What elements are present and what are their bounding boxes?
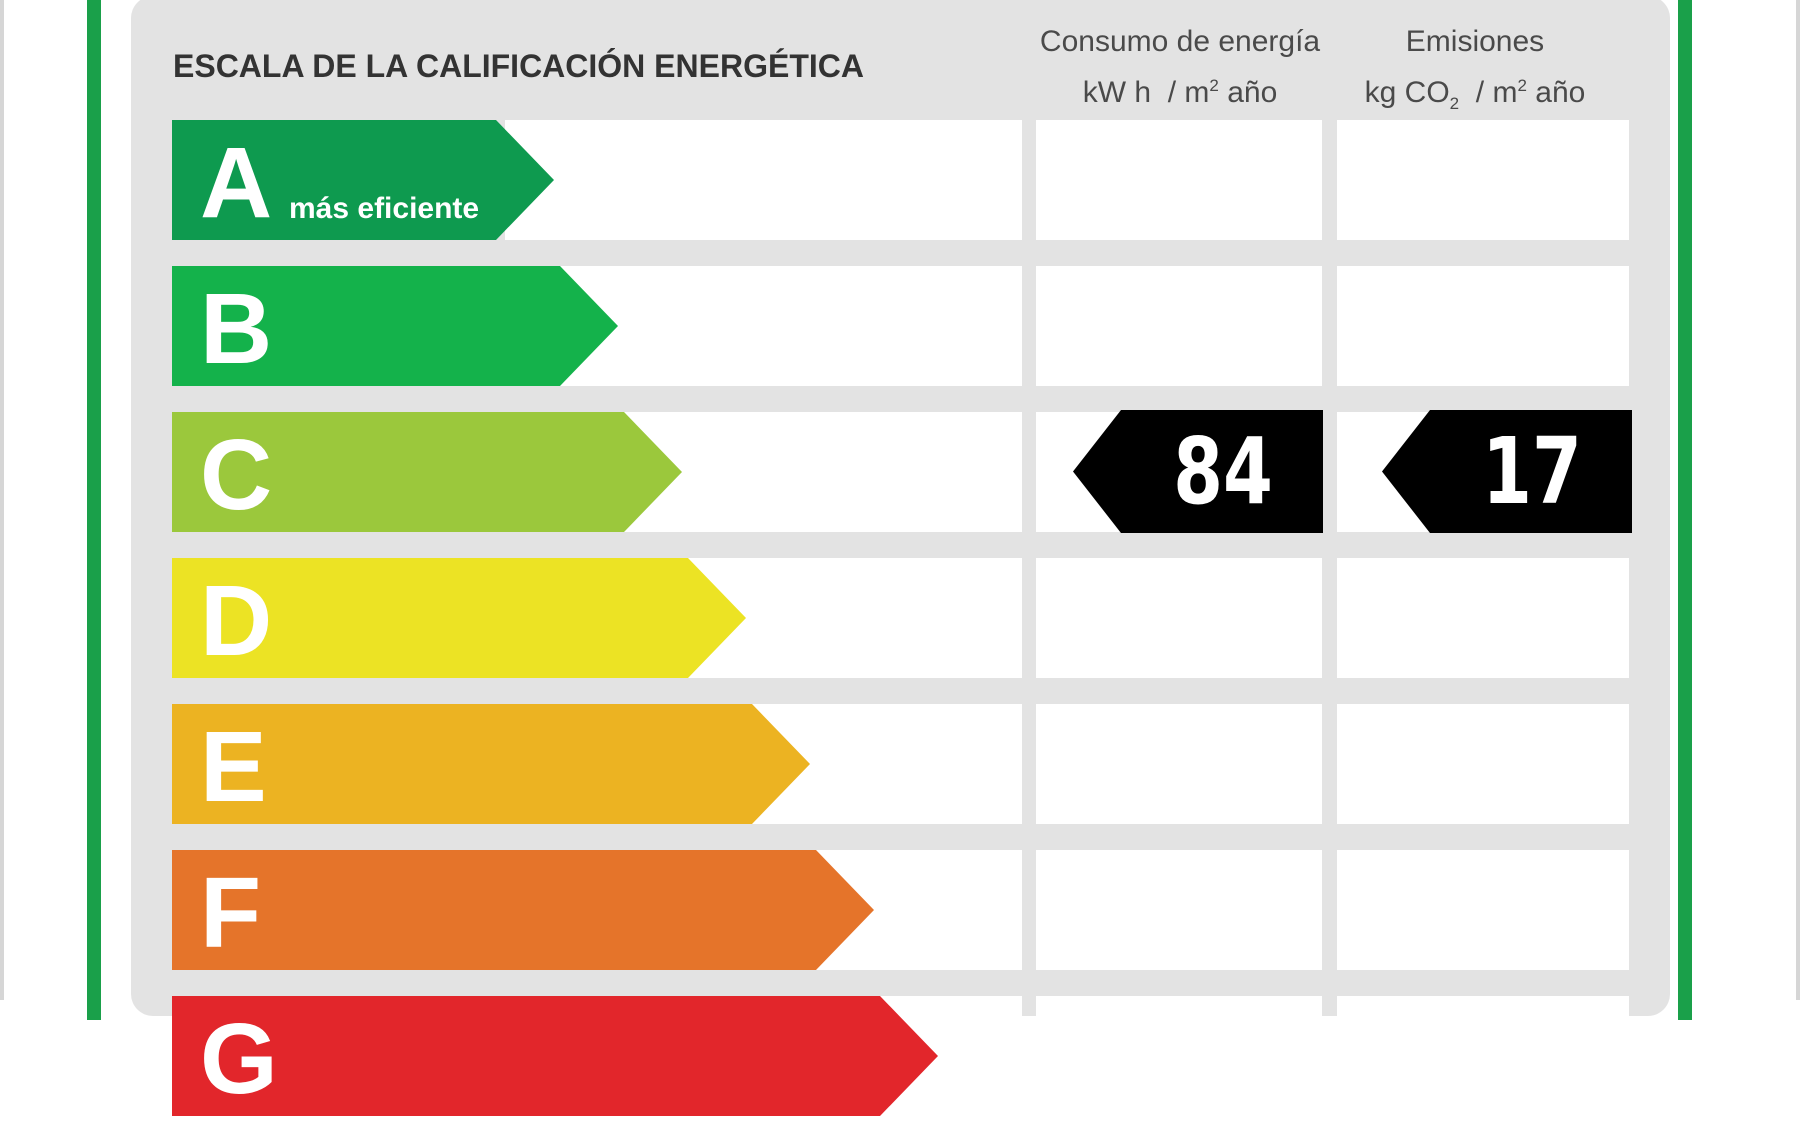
page-edge-right bbox=[1796, 0, 1800, 1000]
most-efficient-label: más eficiente bbox=[289, 192, 480, 225]
class-c-arrow-fill bbox=[172, 412, 682, 532]
class-d-letter: D bbox=[200, 565, 273, 677]
class-a-bar-background bbox=[505, 120, 1022, 240]
emissions-unit-suffix: año bbox=[1526, 76, 1586, 109]
emissions-header-line2: kg CO2 / m2 año bbox=[1330, 64, 1620, 126]
class-d-arrow-shape bbox=[172, 558, 746, 678]
class-d-energy-cell bbox=[1036, 558, 1322, 678]
class-b-arrow: B bbox=[172, 266, 618, 386]
class-e-energy-cell bbox=[1036, 704, 1322, 824]
class-f-arrow-fill bbox=[172, 850, 874, 970]
emissions-unit-sub: 2 bbox=[1449, 94, 1460, 113]
energy-rating-tag: 84 bbox=[1073, 410, 1323, 533]
emissions-unit-mid: / m bbox=[1459, 76, 1518, 109]
energy-rating-tag-value: 84 bbox=[1173, 418, 1273, 525]
class-a-letter: A bbox=[200, 127, 273, 239]
class-f-letter: F bbox=[200, 857, 262, 969]
class-a-energy-cell bbox=[1036, 120, 1322, 240]
class-f-energy-cell bbox=[1036, 850, 1322, 970]
class-b-emissions-cell bbox=[1337, 266, 1629, 386]
class-e-emissions-cell bbox=[1337, 704, 1629, 824]
emissions-unit-sup: 2 bbox=[1517, 76, 1527, 95]
class-a-arrow-shape bbox=[172, 120, 554, 240]
class-e-arrow: E bbox=[172, 704, 810, 824]
class-e-letter: E bbox=[200, 711, 267, 823]
class-f-arrow-shape bbox=[172, 850, 874, 970]
class-f-arrow: F bbox=[172, 850, 874, 970]
class-g-arrow: G bbox=[172, 996, 938, 1116]
class-d-arrow: D bbox=[172, 558, 746, 678]
class-g-arrow-shape bbox=[172, 996, 938, 1116]
energy-header-line1: Consumo de energía bbox=[1039, 25, 1321, 58]
class-c-arrow: C bbox=[172, 412, 682, 532]
class-d-emissions-cell bbox=[1337, 558, 1629, 678]
emissions-column-header: Emisiones kg CO2 / m2 año bbox=[1330, 20, 1620, 126]
emissions-rating-tag: 17 bbox=[1382, 410, 1632, 533]
energy-column-header: Consumo de energía kW h / m2 año bbox=[1025, 20, 1335, 115]
emissions-unit-prefix: kg CO bbox=[1364, 76, 1450, 109]
class-g-arrow-fill bbox=[172, 996, 938, 1116]
energy-rating-tag-shape bbox=[1073, 410, 1323, 533]
class-b-arrow-fill bbox=[172, 266, 618, 386]
class-d-arrow-fill bbox=[172, 558, 746, 678]
label-frame bbox=[87, 0, 1692, 1020]
class-a-emissions-cell bbox=[1337, 120, 1629, 240]
class-c-letter: C bbox=[200, 419, 273, 531]
page-edge-left bbox=[0, 0, 4, 1000]
class-b-arrow-shape bbox=[172, 266, 618, 386]
emissions-header-line1: Emisiones bbox=[1405, 25, 1545, 58]
emissions-rating-tag-value: 17 bbox=[1482, 418, 1582, 525]
class-g-energy-cell bbox=[1036, 996, 1322, 1116]
energy-unit-sup: 2 bbox=[1209, 76, 1219, 95]
class-b-energy-cell bbox=[1036, 266, 1322, 386]
energy-unit-suffix: año bbox=[1218, 76, 1278, 109]
class-e-arrow-fill bbox=[172, 704, 810, 824]
class-g-emissions-cell bbox=[1337, 996, 1629, 1116]
class-g-letter: G bbox=[200, 1003, 278, 1115]
class-c-arrow-shape bbox=[172, 412, 682, 532]
class-e-arrow-shape bbox=[172, 704, 810, 824]
emissions-rating-tag-shape bbox=[1382, 410, 1632, 533]
energy-unit-prefix: kW h / m bbox=[1082, 76, 1210, 109]
energy-header-line2: kW h / m2 año bbox=[1025, 64, 1335, 115]
class-f-emissions-cell bbox=[1337, 850, 1629, 970]
class-b-letter: B bbox=[200, 273, 273, 385]
class-a-arrow-fill bbox=[172, 120, 554, 240]
scale-title: ESCALA DE LA CALIFICACIÓN ENERGÉTICA bbox=[173, 48, 864, 84]
